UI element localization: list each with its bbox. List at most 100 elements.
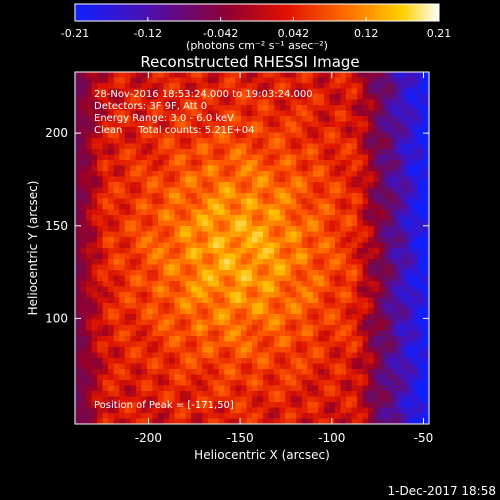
heatmap-cell xyxy=(290,198,297,205)
heatmap-cell xyxy=(268,209,275,216)
heatmap-cell xyxy=(390,72,397,79)
heatmap-cell xyxy=(202,187,209,194)
heatmap-cell xyxy=(141,237,148,244)
heatmap-cell xyxy=(185,402,192,409)
heatmap-cell xyxy=(384,374,391,381)
heatmap-cell xyxy=(290,220,297,227)
heatmap-cell xyxy=(135,330,142,337)
heatmap-cell xyxy=(346,121,353,128)
heatmap-cell xyxy=(224,132,231,139)
heatmap-cell xyxy=(274,105,281,112)
heatmap-cell xyxy=(323,198,331,205)
heatmap-cell xyxy=(423,358,429,365)
heatmap-cell xyxy=(379,281,386,288)
heatmap-cell xyxy=(130,407,137,414)
heatmap-cell xyxy=(91,396,98,403)
heatmap-cell xyxy=(263,319,270,326)
heatmap-cell xyxy=(307,352,314,359)
heatmap-cell xyxy=(191,105,198,112)
heatmap-cell xyxy=(379,347,386,354)
heatmap-cell xyxy=(312,363,319,370)
heatmap-cell xyxy=(263,226,270,233)
heatmap-cell xyxy=(263,352,270,359)
heatmap-cell xyxy=(196,165,203,172)
heatmap-cell xyxy=(141,88,148,95)
heatmap-cell xyxy=(91,297,98,304)
heatmap-cell xyxy=(390,127,397,134)
heatmap-cell xyxy=(146,171,154,178)
heatmap-cell xyxy=(318,418,325,424)
heatmap-cell xyxy=(307,154,314,161)
heatmap-cell xyxy=(102,270,109,277)
heatmap-cell xyxy=(152,198,159,205)
heatmap-cell xyxy=(135,165,142,172)
heatmap-cell xyxy=(91,303,98,310)
heatmap-cell xyxy=(207,171,214,178)
heatmap-cell xyxy=(157,407,165,414)
heatmap-cell xyxy=(218,264,225,271)
heatmap-cell xyxy=(102,319,109,326)
heatmap-cell xyxy=(91,325,98,332)
heatmap-cell xyxy=(152,314,159,321)
heatmap-cell xyxy=(75,396,82,403)
heatmap-cell xyxy=(113,176,120,183)
heatmap-cell xyxy=(329,127,336,134)
heatmap-cell xyxy=(174,363,181,370)
heatmap-cell xyxy=(346,292,353,299)
heatmap-cell xyxy=(180,308,187,315)
heatmap-cell xyxy=(157,176,165,183)
heatmap-cell xyxy=(412,292,419,299)
heatmap-cell xyxy=(368,226,375,233)
heatmap-cell xyxy=(290,369,297,376)
heatmap-cell xyxy=(152,385,159,392)
heatmap-cell xyxy=(113,303,120,310)
heatmap-cell xyxy=(86,303,93,310)
heatmap-cell xyxy=(285,94,292,101)
heatmap-cell xyxy=(169,110,176,117)
heatmap-cell xyxy=(240,99,248,106)
heatmap-cell xyxy=(207,88,214,95)
heatmap-cell xyxy=(207,110,214,117)
heatmap-cell xyxy=(224,281,231,288)
heatmap-cell xyxy=(152,418,159,424)
heatmap-cell xyxy=(301,281,308,288)
heatmap-cell xyxy=(113,352,120,359)
heatmap-cell xyxy=(135,286,142,293)
heatmap-cell xyxy=(91,358,98,365)
heatmap-cell xyxy=(368,286,375,293)
heatmap-cell xyxy=(202,292,209,299)
heatmap-cell xyxy=(97,209,104,216)
heatmap-cell xyxy=(124,110,131,117)
heatmap-cell xyxy=(102,127,109,134)
heatmap-cell xyxy=(113,292,120,299)
heatmap-cell xyxy=(252,94,259,101)
heatmap-cell xyxy=(373,193,380,200)
heatmap-cell xyxy=(384,341,391,348)
heatmap-cell xyxy=(373,88,380,95)
heatmap-cell xyxy=(274,259,281,266)
heatmap-cell xyxy=(252,347,259,354)
heatmap-cell xyxy=(290,413,297,420)
heatmap-cell xyxy=(80,209,87,216)
heatmap-cell xyxy=(379,204,386,211)
heatmap-cell xyxy=(180,336,187,343)
heatmap-cell xyxy=(108,231,115,238)
heatmap-cell xyxy=(169,242,176,249)
heatmap-cell xyxy=(340,231,347,238)
heatmap-cell xyxy=(97,198,104,205)
heatmap-cell xyxy=(108,385,115,392)
heatmap-cell xyxy=(97,369,104,376)
heatmap-cell xyxy=(362,127,369,134)
heatmap-cell xyxy=(252,325,259,332)
heatmap-cell xyxy=(124,160,131,167)
heatmap-cell xyxy=(240,231,248,238)
heatmap-cell xyxy=(263,325,270,332)
heatmap-cell xyxy=(412,369,419,376)
heatmap-cell xyxy=(91,193,98,200)
heatmap-cell xyxy=(296,297,303,304)
heatmap-cell xyxy=(169,132,176,139)
heatmap-cell xyxy=(334,253,342,260)
heatmap-cell xyxy=(174,253,181,260)
heatmap-cell xyxy=(135,171,142,178)
